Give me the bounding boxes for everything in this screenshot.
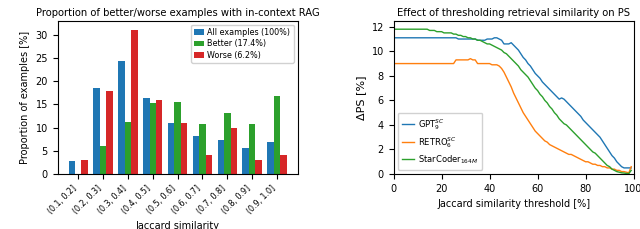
Bar (131, 30, 138, 174)
Bar (118, 61, 125, 174)
GPT$_9^{SC}$ (627, 166, 635, 169)
Bar (68, 161, 75, 174)
Title: Proportion of better/worse examples with in-context RAG: Proportion of better/worse examples with… (36, 8, 319, 19)
StarCoder$_{164M}$ (445, 32, 452, 34)
Bar (174, 102, 181, 174)
Bar (249, 124, 255, 174)
Y-axis label: ΔPS [%]: ΔPS [%] (356, 75, 366, 120)
Title: Effect of thresholding retrieval similarity on PS: Effect of thresholding retrieval similar… (397, 8, 630, 19)
GPT$_9^{SC}$ (512, 46, 520, 49)
Bar (274, 96, 280, 174)
Bar (100, 146, 106, 174)
RETRO$_6^{SC}$ (515, 101, 522, 104)
Bar (156, 100, 163, 174)
Bar (93, 88, 100, 174)
GPT$_9^{SC}$ (608, 154, 616, 157)
GPT$_9^{SC}$ (620, 166, 628, 169)
StarCoder$_{164M}$ (435, 30, 443, 33)
Bar (255, 160, 262, 174)
GPT$_9^{SC}$ (445, 36, 452, 39)
Bar (230, 128, 237, 174)
StarCoder$_{164M}$ (625, 172, 632, 175)
StarCoder$_{164M}$ (512, 62, 520, 65)
GPT$_9^{SC}$ (616, 163, 623, 166)
RETRO$_6^{SC}$ (445, 62, 452, 65)
StarCoder$_{164M}$ (608, 168, 616, 171)
Bar (150, 103, 156, 174)
Y-axis label: Proportion of examples [%]: Proportion of examples [%] (20, 31, 30, 164)
Bar (224, 113, 230, 174)
RETRO$_6^{SC}$ (435, 62, 443, 65)
Line: StarCoder$_{164M}$: StarCoder$_{164M}$ (394, 29, 631, 174)
X-axis label: Jaccard similarity: Jaccard similarity (136, 221, 220, 229)
Legend: All examples (100%), Better (17.4%), Worse (6.2%): All examples (100%), Better (17.4%), Wor… (191, 25, 294, 63)
RETRO$_6^{SC}$ (627, 165, 635, 168)
GPT$_9^{SC}$ (531, 72, 539, 75)
Bar (181, 123, 188, 174)
Bar (205, 155, 212, 174)
RETRO$_6^{SC}$ (534, 132, 541, 135)
Bar (199, 124, 205, 174)
Bar (81, 160, 88, 174)
StarCoder$_{164M}$ (627, 169, 635, 172)
Line: RETRO$_6^{SC}$: RETRO$_6^{SC}$ (394, 59, 631, 173)
Bar (106, 91, 113, 174)
GPT$_9^{SC}$ (390, 36, 397, 39)
StarCoder$_{164M}$ (616, 171, 623, 174)
RETRO$_6^{SC}$ (625, 172, 632, 174)
StarCoder$_{164M}$ (531, 87, 539, 90)
Bar (193, 136, 199, 174)
StarCoder$_{164M}$ (390, 28, 397, 31)
RETRO$_6^{SC}$ (618, 170, 625, 173)
RETRO$_6^{SC}$ (390, 62, 397, 65)
X-axis label: Jaccard similarity threshold [%]: Jaccard similarity threshold [%] (437, 199, 590, 209)
Bar (125, 123, 131, 174)
Bar (280, 155, 287, 174)
Bar (143, 98, 150, 174)
Bar (218, 140, 224, 174)
GPT$_9^{SC}$ (435, 36, 443, 39)
Line: GPT$_9^{SC}$: GPT$_9^{SC}$ (394, 38, 631, 168)
RETRO$_6^{SC}$ (467, 57, 474, 60)
RETRO$_6^{SC}$ (611, 168, 618, 171)
Bar (268, 142, 274, 174)
Legend: GPT$_9^{SC}$, RETRO$_6^{SC}$, StarCoder$_{164M}$: GPT$_9^{SC}$, RETRO$_6^{SC}$, StarCoder$… (398, 113, 482, 170)
Bar (168, 123, 174, 174)
Bar (243, 148, 249, 174)
